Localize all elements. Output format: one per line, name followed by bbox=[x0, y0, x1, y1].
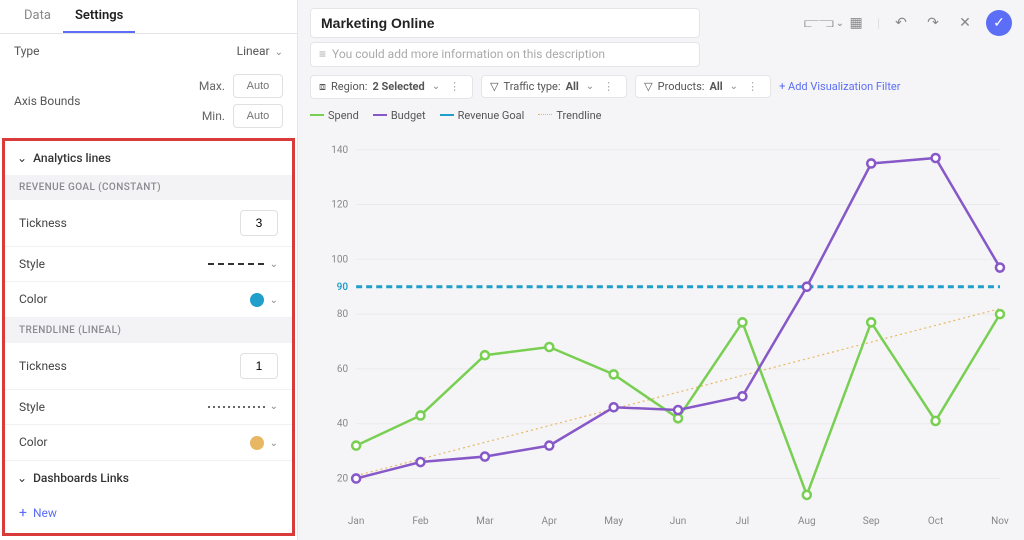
chart-legend: Spend Budget Revenue Goal Trendline bbox=[310, 109, 1012, 122]
chart-title-input[interactable] bbox=[310, 8, 700, 38]
dashboards-links-label: Dashboards Links bbox=[33, 471, 129, 485]
svg-text:Aug: Aug bbox=[798, 516, 816, 527]
color-select-1[interactable]: ⌄ bbox=[250, 292, 278, 307]
group-trendline: TRENDLINE (LINEAL) bbox=[5, 318, 292, 343]
style-select-1[interactable]: ⌄ bbox=[208, 257, 278, 271]
svg-text:Jan: Jan bbox=[348, 516, 365, 527]
tab-settings[interactable]: Settings bbox=[63, 0, 135, 33]
traffic-prefix: Traffic type: bbox=[504, 80, 561, 93]
filters-row: ⧈ Region: 2 Selected ⌄⋮ ▽ Traffic type: … bbox=[310, 75, 1012, 99]
new-label: New bbox=[33, 506, 57, 520]
region-value: 2 Selected bbox=[372, 80, 424, 93]
undo-icon[interactable]: ↶ bbox=[890, 12, 912, 34]
dashboards-links-header[interactable]: ⌄ Dashboards Links bbox=[5, 461, 292, 495]
svg-text:60: 60 bbox=[337, 364, 349, 375]
thickness-input-1[interactable] bbox=[240, 210, 278, 236]
style-label-2: Style bbox=[19, 400, 45, 414]
redo-icon[interactable]: ↷ bbox=[922, 12, 944, 34]
analytics-lines-header[interactable]: ⌄ Analytics lines bbox=[5, 141, 292, 175]
line-chart: 20 40 60 80 100 120 140 Jan Feb Mar Apr May Jun Jul Au… bbox=[310, 128, 1012, 532]
svg-text:May: May bbox=[604, 516, 623, 527]
settings-sidebar: Data Settings Type Linear ⌄ Axis Bounds … bbox=[0, 0, 298, 540]
svg-text:120: 120 bbox=[331, 199, 348, 210]
color-select-2[interactable]: ⌄ bbox=[250, 435, 278, 450]
confirm-button[interactable]: ✓ bbox=[986, 10, 1012, 36]
grid-icon[interactable]: ▦ bbox=[845, 12, 867, 34]
analytics-lines-label: Analytics lines bbox=[33, 151, 111, 165]
funnel-icon: ▽ bbox=[490, 80, 498, 93]
chevron-down-icon: ⌄ bbox=[17, 471, 27, 485]
svg-text:90: 90 bbox=[337, 282, 349, 293]
tab-data[interactable]: Data bbox=[12, 0, 63, 33]
svg-text:Sep: Sep bbox=[863, 516, 880, 527]
toolbar: ⫍⫎⌄ ▦ | ↶ ↷ ✕ ✓ bbox=[813, 10, 1012, 36]
sidebar-tabs: Data Settings bbox=[0, 0, 297, 34]
legend-budget: Budget bbox=[373, 109, 426, 122]
products-prefix: Products: bbox=[658, 80, 705, 93]
min-input[interactable] bbox=[233, 104, 283, 128]
svg-text:Apr: Apr bbox=[542, 516, 558, 527]
svg-text:Feb: Feb bbox=[412, 516, 429, 527]
group-revenue-goal: REVENUE GOAL (CONSTANT) bbox=[5, 175, 292, 200]
close-icon[interactable]: ✕ bbox=[954, 12, 976, 34]
filter-traffic[interactable]: ▽ Traffic type: All ⌄⋮ bbox=[481, 75, 627, 98]
description-input[interactable]: ≡ You could add more information on this… bbox=[310, 42, 700, 67]
legend-trend: Trendline bbox=[538, 109, 601, 122]
products-value: All bbox=[709, 80, 722, 93]
min-label: Min. bbox=[202, 109, 225, 123]
color-label-1: Color bbox=[19, 292, 47, 306]
filter-icon: ⧈ bbox=[319, 80, 326, 94]
max-label: Max. bbox=[199, 79, 225, 93]
legend-spend: Spend bbox=[310, 109, 359, 122]
svg-text:Oct: Oct bbox=[928, 516, 943, 527]
type-row[interactable]: Type Linear ⌄ bbox=[0, 34, 297, 68]
svg-text:Mar: Mar bbox=[476, 516, 494, 527]
plus-icon: + bbox=[19, 505, 27, 521]
type-label: Type bbox=[14, 44, 40, 58]
svg-text:100: 100 bbox=[331, 254, 348, 265]
description-placeholder: You could add more information on this d… bbox=[332, 47, 605, 61]
chart-type-icon[interactable]: ⫍⫎⌄ bbox=[813, 12, 835, 34]
region-prefix: Region: bbox=[331, 80, 367, 93]
new-link-button[interactable]: + New bbox=[5, 495, 292, 531]
thickness-label-1: Tickness bbox=[19, 216, 67, 230]
svg-text:40: 40 bbox=[337, 419, 349, 430]
axis-bounds-label: Axis Bounds bbox=[14, 94, 80, 108]
main-area: ⫍⫎⌄ ▦ | ↶ ↷ ✕ ✓ ≡ You could add more inf… bbox=[298, 0, 1024, 540]
filter-products[interactable]: ▽ Products: All ⌄⋮ bbox=[635, 75, 771, 98]
thickness-label-2: Tickness bbox=[19, 359, 67, 373]
svg-text:Jul: Jul bbox=[736, 516, 749, 527]
style-select-2[interactable]: ⌄ bbox=[208, 400, 278, 414]
chart-area: 20 40 60 80 100 120 140 Jan Feb Mar Apr May Jun Jul Au… bbox=[310, 128, 1012, 532]
svg-text:Jun: Jun bbox=[670, 516, 687, 527]
lines-icon: ≡ bbox=[319, 47, 326, 61]
svg-text:80: 80 bbox=[337, 309, 349, 320]
style-label-1: Style bbox=[19, 257, 45, 271]
max-input[interactable] bbox=[233, 74, 283, 98]
thickness-input-2[interactable] bbox=[240, 353, 278, 379]
svg-text:Nov: Nov bbox=[991, 516, 1009, 527]
color-label-2: Color bbox=[19, 435, 47, 449]
add-filter-button[interactable]: + Add Visualization Filter bbox=[779, 80, 900, 93]
type-value: Linear ⌄ bbox=[237, 44, 283, 58]
svg-text:20: 20 bbox=[337, 473, 349, 484]
funnel-icon: ▽ bbox=[644, 80, 652, 93]
legend-goal: Revenue Goal bbox=[440, 109, 525, 122]
filter-region[interactable]: ⧈ Region: 2 Selected ⌄⋮ bbox=[310, 75, 473, 99]
traffic-value: All bbox=[566, 80, 579, 93]
svg-text:140: 140 bbox=[331, 145, 348, 156]
highlight-region: ⌄ Analytics lines REVENUE GOAL (CONSTANT… bbox=[2, 138, 295, 536]
chevron-down-icon: ⌄ bbox=[17, 151, 27, 165]
